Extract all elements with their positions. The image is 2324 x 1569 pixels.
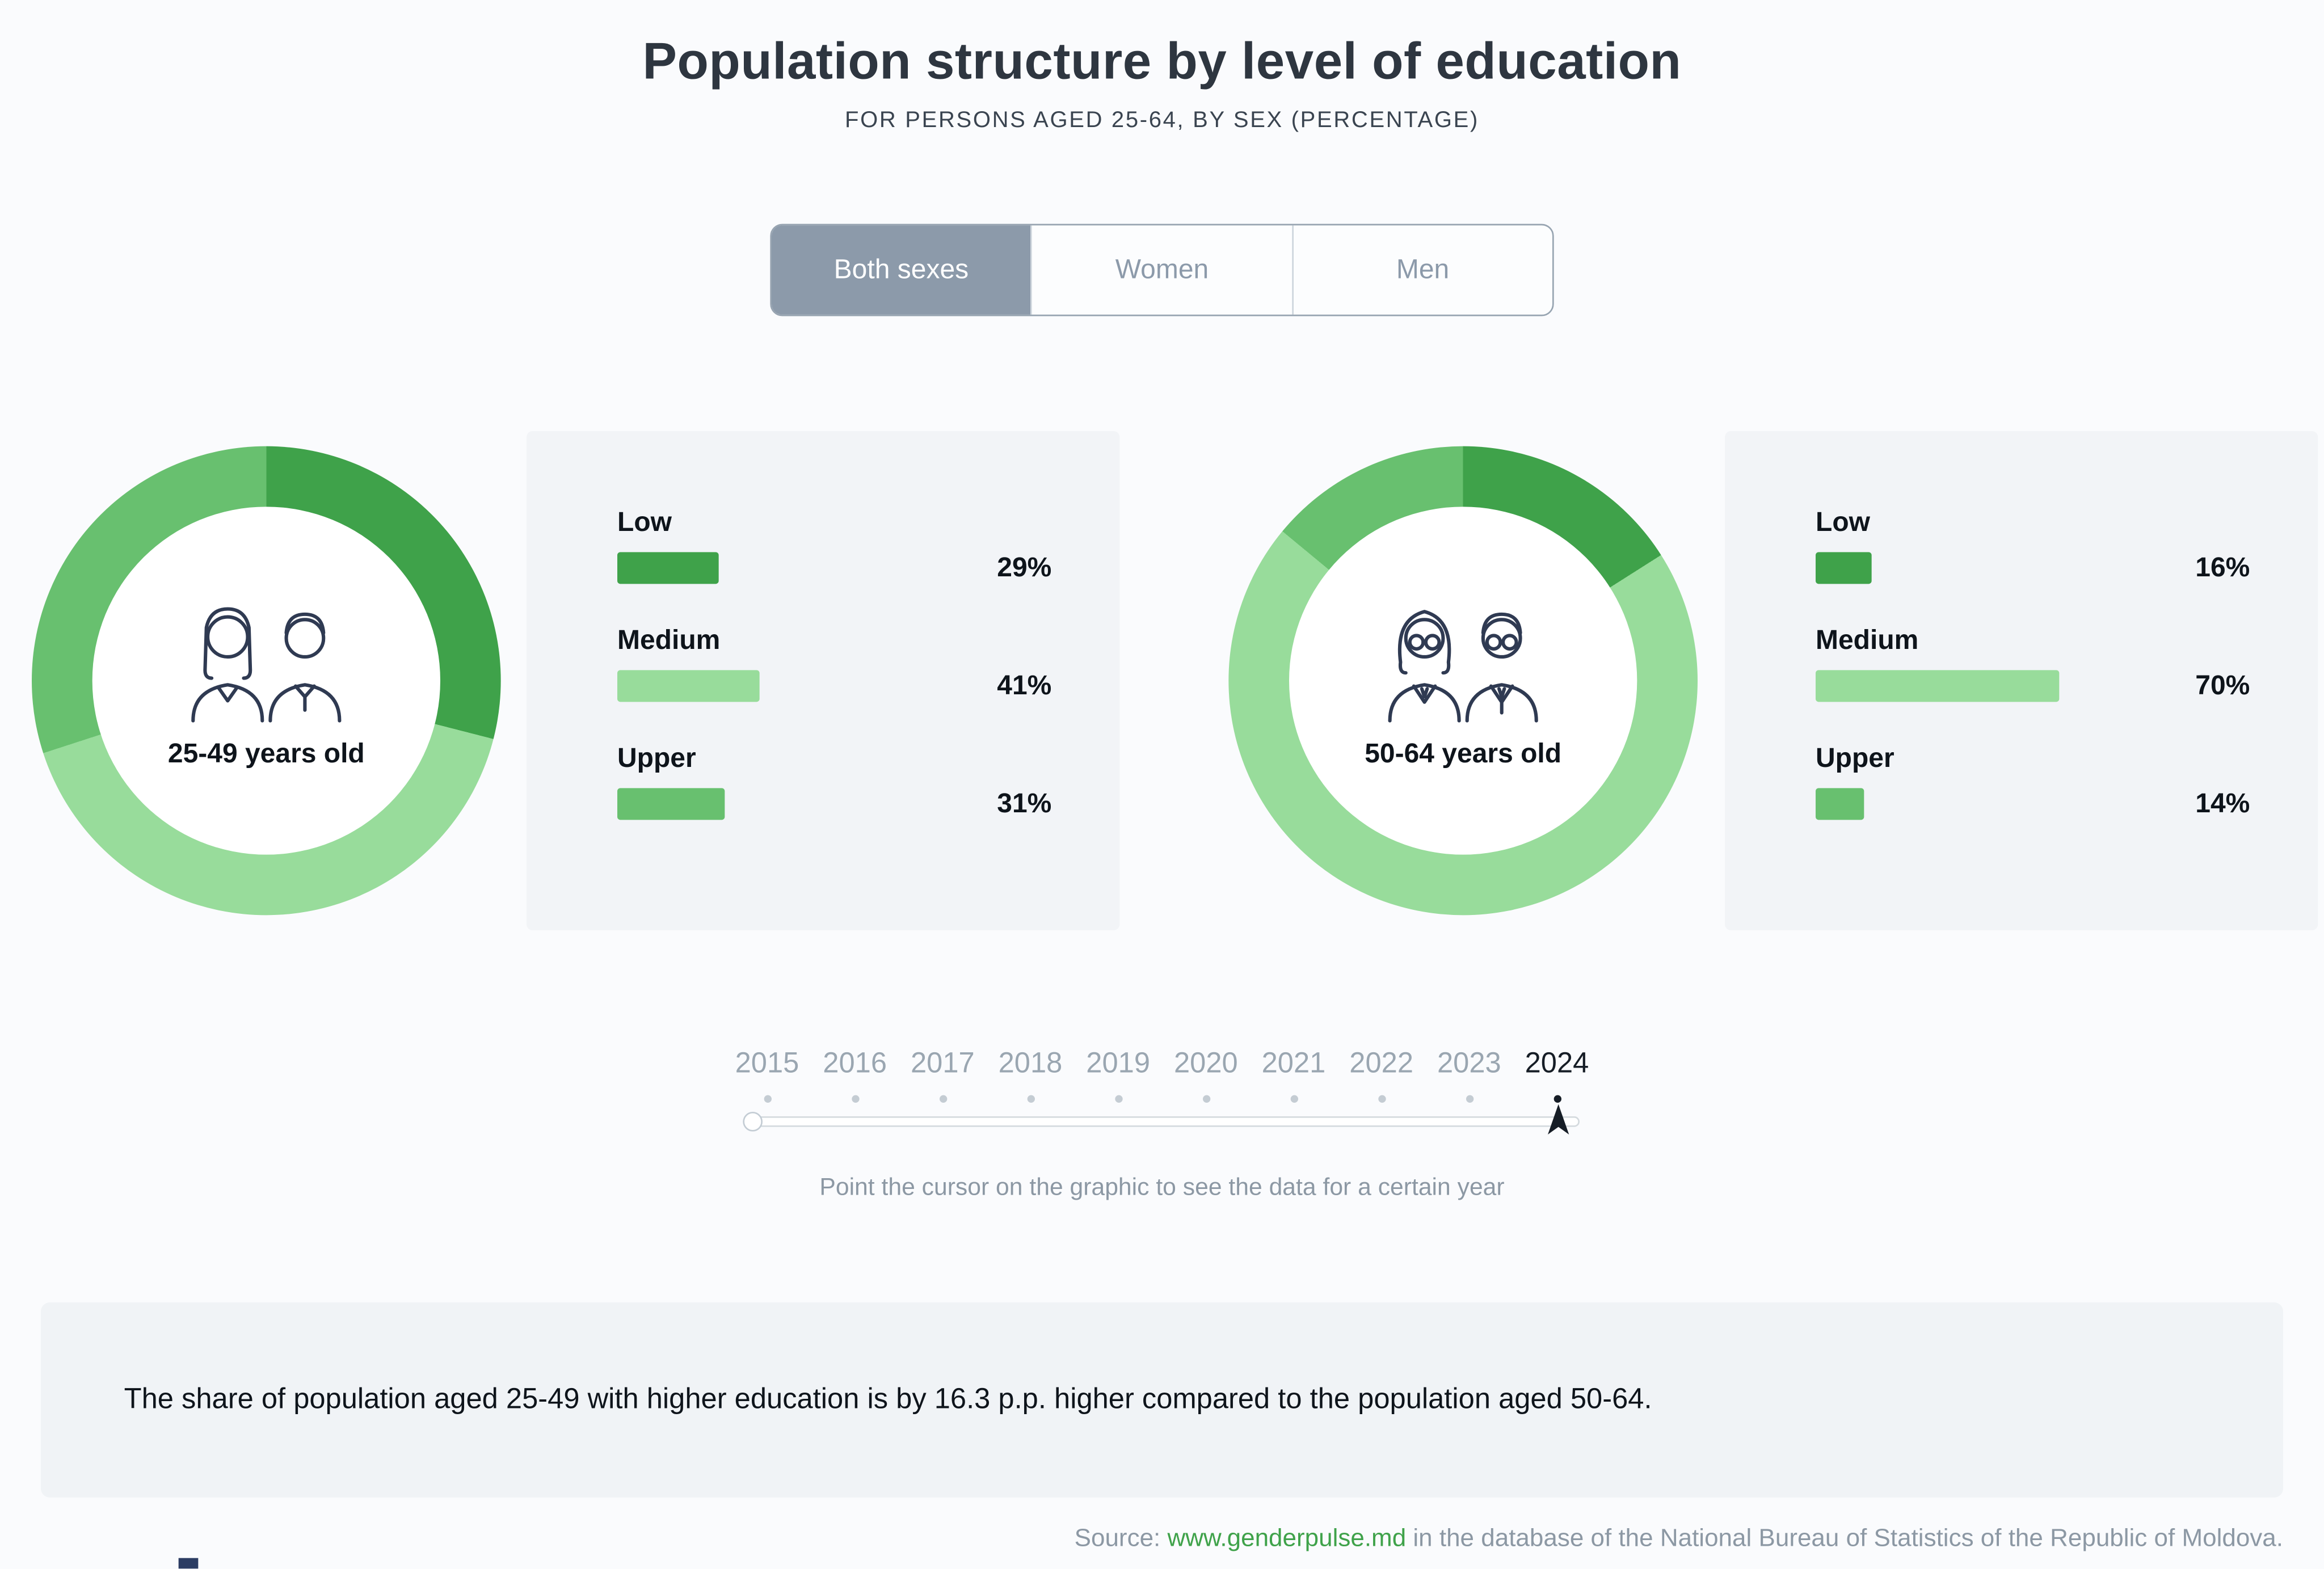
year-tick-2024[interactable]: 2024: [1513, 1048, 1601, 1103]
legend-label-low: Low: [1816, 507, 1870, 537]
legend-row-upper: Upper 14%: [1816, 743, 2250, 820]
sex-filter-tabs: Both sexes Women Men: [770, 223, 1554, 317]
legend-label-medium: Medium: [617, 625, 721, 655]
year-tick-2021[interactable]: 2021: [1250, 1048, 1338, 1103]
year-tick-2015[interactable]: 2015: [723, 1048, 811, 1103]
year-dot: [1553, 1095, 1561, 1103]
older-couple-icon: [1388, 609, 1538, 722]
legend-bar-medium: [617, 670, 760, 702]
slider-track-wrap: [723, 1104, 1601, 1148]
legend-row-medium: Medium 70%: [1816, 625, 2250, 702]
year-tick-2019[interactable]: 2019: [1074, 1048, 1162, 1103]
source-link[interactable]: www.genderpulse.md: [1167, 1525, 1407, 1552]
page-subtitle: FOR PERSONS AGED 25-64, BY SEX (PERCENTA…: [845, 107, 1479, 133]
year-label[interactable]: 2023: [1437, 1048, 1501, 1080]
slider-hint: Point the cursor on the graphic to see t…: [819, 1175, 1505, 1201]
year-tick-2022[interactable]: 2022: [1337, 1048, 1425, 1103]
donut-chart-50-64[interactable]: 50-64 years old: [1228, 446, 1698, 916]
year-label[interactable]: 2015: [735, 1048, 799, 1080]
year-tick-2018[interactable]: 2018: [987, 1048, 1075, 1103]
legend-bar-low: [1816, 552, 1872, 584]
legend-panel-25-49: Low 29% Medium 41% Upper: [527, 431, 1120, 930]
year-labels: 2015 2016 2017 2018 2019 2020 2021 2022 2023 2024: [723, 1048, 1601, 1103]
legend-value-medium: 41%: [997, 670, 1052, 701]
source-prefix: Source:: [1074, 1525, 1168, 1552]
donut-hole: 50-64 years old: [1289, 507, 1637, 855]
slider-start-knob[interactable]: [743, 1112, 763, 1132]
legend-value-upper: 31%: [997, 788, 1052, 819]
page-header: Population structure by level of educati…: [0, 0, 2324, 133]
slider-track[interactable]: [743, 1104, 1580, 1134]
year-tick-2020[interactable]: 2020: [1162, 1048, 1250, 1103]
year-label[interactable]: 2020: [1173, 1048, 1238, 1080]
year-dot: [1465, 1095, 1473, 1103]
year-dot: [938, 1095, 946, 1103]
year-dot: [1026, 1095, 1034, 1103]
donut-chart-25-49[interactable]: 25-49 years old: [32, 446, 501, 916]
year-dot: [1114, 1095, 1122, 1103]
legend-value-low: 29%: [997, 552, 1052, 583]
insight-callout: The share of population aged 25-49 with …: [41, 1302, 2283, 1498]
legend-row-low: Low 29%: [617, 507, 1051, 584]
year-label[interactable]: 2019: [1086, 1048, 1151, 1080]
insight-text: The share of population aged 25-49 with …: [124, 1383, 1652, 1415]
legend-value-upper: 14%: [2195, 788, 2250, 819]
tab-women[interactable]: Women: [1030, 225, 1292, 315]
donut-title-25-49: 25-49 years old: [167, 737, 365, 768]
legend-bar-upper: [617, 788, 726, 820]
legend-bar-low: [617, 552, 718, 584]
source-suffix: in the database of the National Bureau o…: [1406, 1525, 2283, 1552]
year-label[interactable]: 2017: [910, 1048, 975, 1080]
year-dot: [1202, 1095, 1210, 1103]
legend-label-low: Low: [617, 507, 672, 537]
donut-title-50-64: 50-64 years old: [1365, 737, 1562, 768]
legend-label-upper: Upper: [1816, 743, 1894, 773]
year-label[interactable]: 2016: [823, 1048, 887, 1080]
year-dot: [1290, 1095, 1298, 1103]
year-tick-2017[interactable]: 2017: [899, 1048, 987, 1103]
chart-block-25-49: 25-49 years old Low 29% Medium 41%: [32, 431, 1120, 930]
tab-both-sexes[interactable]: Both sexes: [772, 225, 1031, 315]
page-title: Population structure by level of educati…: [642, 33, 1682, 91]
year-dot: [1378, 1095, 1386, 1103]
legend-bar-upper: [1816, 788, 1864, 820]
footer-peek: [178, 1558, 199, 1569]
legend-row-medium: Medium 41%: [617, 625, 1051, 702]
year-label[interactable]: 2024: [1525, 1048, 1589, 1080]
legend-panel-50-64: Low 16% Medium 70% Upper: [1725, 431, 2318, 930]
year-tick-2023[interactable]: 2023: [1425, 1048, 1513, 1103]
year-dot: [763, 1095, 771, 1103]
year-tick-2016[interactable]: 2016: [811, 1048, 899, 1103]
year-label[interactable]: 2018: [998, 1048, 1063, 1080]
legend-value-low: 16%: [2195, 552, 2250, 583]
tab-men[interactable]: Men: [1291, 225, 1552, 315]
chart-block-50-64: 50-64 years old Low 16% Medium 70%: [1228, 431, 2318, 930]
year-label[interactable]: 2022: [1349, 1048, 1414, 1080]
year-dot: [851, 1095, 859, 1103]
year-slider: 2015 2016 2017 2018 2019 2020 2021 2022 2023 2024…: [0, 1048, 2324, 1203]
legend-row-low: Low 16%: [1816, 507, 2250, 584]
young-couple-icon: [191, 606, 342, 722]
legend-value-medium: 70%: [2195, 670, 2250, 701]
legend-label-medium: Medium: [1816, 625, 1919, 655]
charts-row: 25-49 years old Low 29% Medium 41%: [0, 431, 2324, 930]
legend-bar-medium: [1816, 670, 2060, 702]
year-cursor-icon[interactable]: [1546, 1104, 1571, 1144]
legend-label-upper: Upper: [617, 743, 696, 773]
year-label[interactable]: 2021: [1261, 1048, 1326, 1080]
legend-row-upper: Upper 31%: [617, 743, 1051, 820]
source-line: Source: www.genderpulse.md in the databa…: [41, 1525, 2283, 1554]
donut-hole: 25-49 years old: [92, 507, 440, 855]
